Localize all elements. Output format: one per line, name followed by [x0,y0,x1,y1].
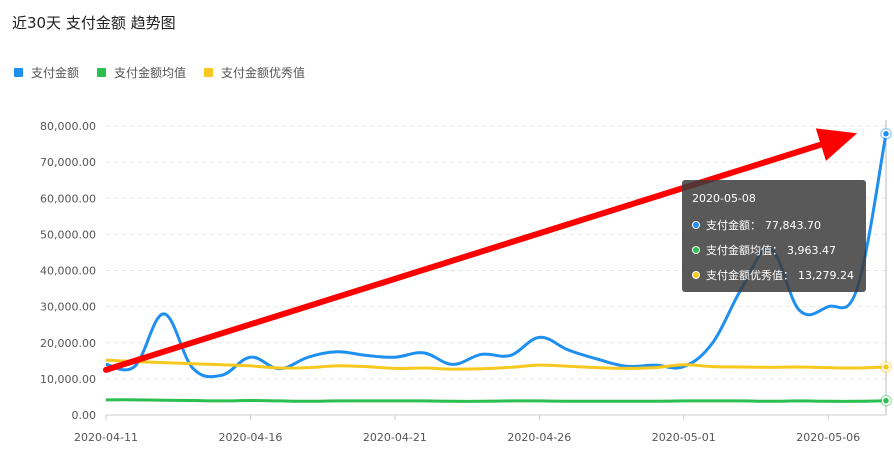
y-tick-label: 80,000.00 [40,120,96,133]
y-tick-label: 0.00 [72,409,97,422]
chart-legend: 支付金额 支付金额均值 支付金额优秀值 [14,64,305,81]
series-line-1[interactable] [105,398,887,403]
tooltip-label: 支付金额优秀值： [706,269,794,282]
tooltip-value: 13,279.24 [798,268,854,282]
tooltip-date: 2020-05-08 [692,192,756,205]
chart-title: 近30天 支付金额 趋势图 [12,14,176,32]
y-tick-label: 30,000.00 [40,301,96,314]
chart-tooltip: 2020-05-08 支付金额： 77,843.70 支付金额均值： 3,963… [682,180,866,292]
y-tick-label: 60,000.00 [40,192,96,205]
legend-square-icon [204,68,214,77]
y-tick-label: 70,000.00 [40,156,96,169]
x-tick-label: 2020-04-21 [363,431,427,444]
legend-label: 支付金额均值 [114,66,187,80]
x-tick-label: 2020-05-06 [796,431,860,444]
tooltip-value: 3,963.47 [787,243,836,257]
arrow-head-icon [815,128,858,161]
legend-square-icon [14,68,23,77]
legend-square-icon [97,68,107,77]
legend-item-pay[interactable]: 支付金额 [14,64,79,81]
tooltip-row: 支付金额： 77,843.70 [692,217,856,233]
x-tick-label: 2020-05-01 [652,431,716,444]
legend-item-avg[interactable]: 支付金额均值 [97,64,186,81]
tooltip-row: 支付金额均值： 3,963.47 [692,242,856,258]
legend-item-excellent[interactable]: 支付金额优秀值 [204,64,305,81]
y-tick-label: 40,000.00 [40,265,96,278]
data-point[interactable] [881,362,891,372]
data-point[interactable] [881,129,891,139]
x-tick-label: 2020-04-16 [218,431,282,444]
tooltip-label: 支付金额： [706,219,761,232]
tooltip-row: 支付金额优秀值： 13,279.24 [692,267,856,283]
data-point[interactable] [881,396,891,405]
x-tick-label: 2020-04-26 [507,431,571,444]
y-tick-label: 50,000.00 [40,228,96,241]
series-dot-icon [692,221,700,229]
tooltip-label: 支付金额均值： [706,244,783,257]
series-line-2[interactable] [105,358,887,371]
y-tick-label: 10,000.00 [40,373,96,386]
legend-label: 支付金额优秀值 [221,66,306,80]
tooltip-value: 77,843.70 [765,218,821,232]
legend-label: 支付金额 [31,66,80,80]
y-tick-label: 20,000.00 [40,337,96,350]
series-dot-icon [692,271,700,279]
series-dot-icon [692,246,700,254]
x-tick-label: 2020-04-11 [74,431,138,444]
